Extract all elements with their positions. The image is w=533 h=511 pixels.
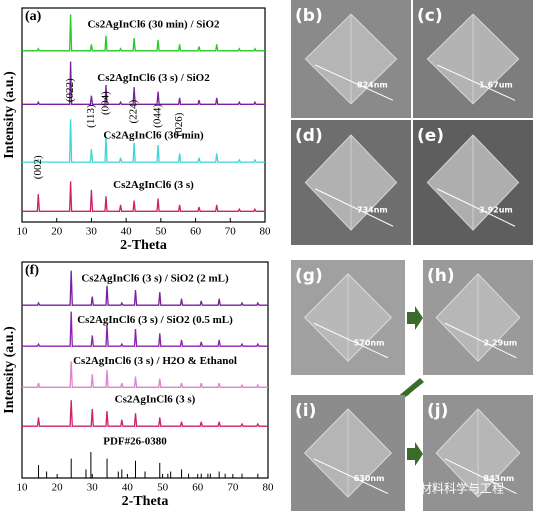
x-tick-label: 50 <box>155 226 167 238</box>
sem-panel-label: (g) <box>295 266 323 286</box>
series-label: Cs2AgInCl6 (3 s) <box>113 179 194 191</box>
panel-label: (a) <box>25 9 42 24</box>
xrd-line <box>22 400 268 427</box>
scale-label: 824nm <box>357 80 388 89</box>
scale-bar <box>444 322 517 359</box>
x-tick-label: 30 <box>87 482 99 494</box>
x-tick-label: 40 <box>122 482 134 494</box>
sem-panel-label: (h) <box>427 266 455 286</box>
x-tick-label: 70 <box>227 482 239 494</box>
plot-frame <box>21 7 266 223</box>
scale-label: 570nm <box>354 338 385 347</box>
peak-annotation: (113) <box>85 104 97 128</box>
scale-label: 734nm <box>357 206 388 215</box>
peak-annotation: (044) <box>152 104 164 128</box>
xrd-line <box>22 311 268 347</box>
arrow <box>407 306 423 330</box>
xrd-line <box>22 270 268 306</box>
x-tick-label: 80 <box>263 482 275 494</box>
peak-annotation: (002) <box>32 155 44 179</box>
x-tick-label: 60 <box>190 226 202 238</box>
series-label: Cs2AgInCl6 (30 min) <box>103 130 204 142</box>
x-tick-label: 50 <box>157 482 169 494</box>
x-tick-label: 20 <box>52 482 64 494</box>
series-label: Cs2AgInCl6 (3 s) / H2O & Ethanol <box>73 355 237 367</box>
scale-bar <box>313 458 389 495</box>
scale-bar <box>436 64 516 101</box>
x-tick-label: 10 <box>17 482 29 494</box>
scale-label: 843nm <box>484 474 515 483</box>
x-axis-label: 2-Theta <box>122 494 169 509</box>
x-tick-label: 80 <box>260 226 272 238</box>
peak-annotation: (022) <box>64 78 76 102</box>
panel-label: (f) <box>25 263 39 278</box>
scale-label: 3.92um <box>479 206 513 215</box>
x-axis-label: 2-Theta <box>120 238 167 253</box>
scale-bar <box>313 322 389 359</box>
scale-bar <box>444 458 517 495</box>
xrd-line <box>22 61 265 105</box>
scale-bar <box>436 188 516 227</box>
x-tick-label: 60 <box>192 482 204 494</box>
sem-panel-label: (i) <box>295 401 316 421</box>
sem-panel-label: (d) <box>295 126 323 146</box>
xrd-line <box>22 181 265 212</box>
sem-panel-label: (j) <box>427 401 448 421</box>
peak-annotation: (004) <box>100 91 112 115</box>
watermark: 材料科学与工程 <box>420 481 504 496</box>
scale-label: 630nm <box>354 474 385 483</box>
scale-label: 2.29um <box>484 338 518 347</box>
scale-label: 1.67um <box>479 80 513 89</box>
x-tick-label: 30 <box>86 226 98 238</box>
arrow <box>407 442 423 466</box>
xrd-line <box>22 361 268 388</box>
x-tick-label: 70 <box>225 226 237 238</box>
sem-panel-label: (e) <box>417 126 444 146</box>
x-tick-label: 20 <box>51 226 63 238</box>
arrow <box>396 378 424 398</box>
scale-bar <box>314 64 394 101</box>
series-label: Cs2AgInCl6 (3 s) / SiO2 (0.5 mL) <box>77 314 233 326</box>
x-tick-label: 10 <box>17 226 29 238</box>
y-axis-label: Intensity (a.u.) <box>2 326 17 414</box>
scale-bar <box>314 188 394 227</box>
x-tick-label: 40 <box>121 226 133 238</box>
series-label: Cs2AgInCl6 (3 s) <box>115 394 196 406</box>
series-label: Cs2AgInCl6 (30 min) / SiO2 <box>87 18 220 30</box>
xrd-line <box>22 119 265 163</box>
peak-annotation: (224) <box>128 99 140 123</box>
xrd-line <box>22 14 265 52</box>
reference-label: PDF#26-0380 <box>103 436 167 448</box>
peak-annotation: (026) <box>173 112 185 136</box>
sem-panel-label: (c) <box>417 6 443 26</box>
y-axis-label: Intensity (a.u.) <box>2 71 17 159</box>
sem-panel-label: (b) <box>295 6 323 26</box>
series-label: Cs2AgInCl6 (3 s) / SiO2 <box>97 72 210 84</box>
series-label: Cs2AgInCl6 (3 s) / SiO2 (2 mL) <box>81 273 229 285</box>
